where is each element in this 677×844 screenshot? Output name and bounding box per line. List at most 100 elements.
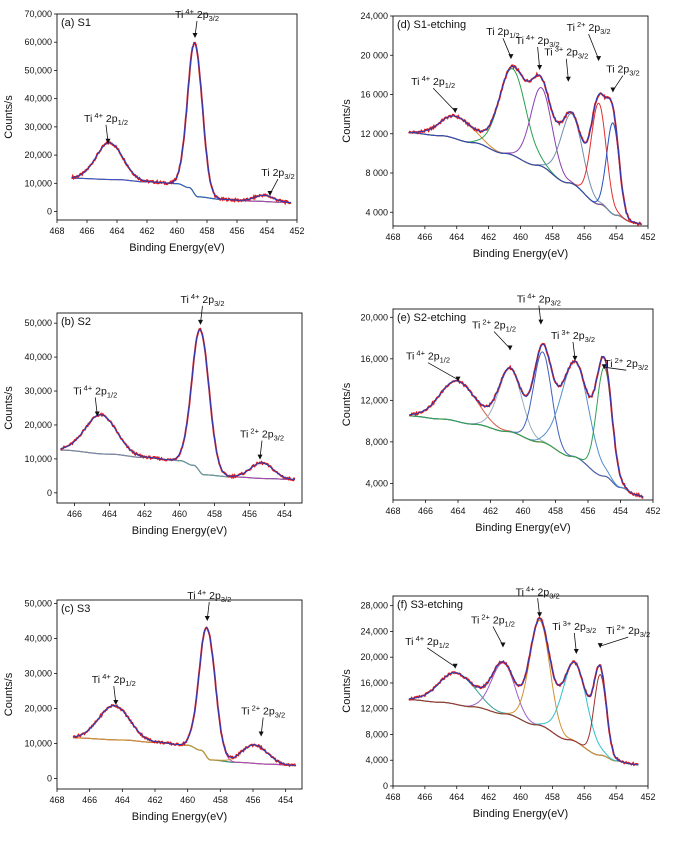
peak-label: Ti 4+ 2p1/2 xyxy=(406,349,450,365)
panel-label: (a) S1 xyxy=(61,17,91,29)
panel-label: (c) S3 xyxy=(61,603,90,615)
peak-label-arrowhead xyxy=(192,32,198,38)
y-tick-label: 20,000 xyxy=(24,420,52,430)
y-tick-label: 70,000 xyxy=(24,9,52,19)
panel-f-s3-etching: 468 466 464 462 460 458 456 454 452 0 4,000 8,000 12… xyxy=(341,584,656,820)
plot-area xyxy=(408,64,643,226)
fit-envelope-line xyxy=(409,343,644,498)
peak-label-arrow xyxy=(537,46,541,69)
y-axis-title: Counts/s xyxy=(3,672,15,716)
y-axis-title: Counts/s xyxy=(341,669,353,713)
peak-label: Ti 2+ 2p3/2 xyxy=(606,623,650,639)
x-tick-label: 462 xyxy=(483,506,498,516)
peak-label-arrowhead xyxy=(537,64,543,70)
fit-component-line xyxy=(408,674,639,766)
peak-label-arrow xyxy=(573,632,577,653)
y-tick-label: 8,000 xyxy=(365,729,388,739)
panel-a-s1: 468 466 464 462 460 458 456 454 452 0 10,000 20,000… xyxy=(3,7,305,254)
x-tick-label: 466 xyxy=(417,232,432,242)
x-tick-label: 464 xyxy=(450,506,465,516)
background-line xyxy=(72,177,291,204)
x-tick-label: 468 xyxy=(385,232,400,242)
peak-label: Ti 2+ 2p3/2 xyxy=(604,356,648,372)
y-tick-label: 20,000 xyxy=(24,704,52,714)
x-tick-label: 452 xyxy=(640,232,655,242)
x-tick-label: 460 xyxy=(172,509,187,519)
peak-label-arrow xyxy=(588,33,599,60)
fit-component-line xyxy=(408,68,642,225)
y-tick-label: 40,000 xyxy=(24,94,52,104)
peak-label: Ti 4+ 2p3/2 xyxy=(187,588,231,604)
peak-label: Ti 4+ 2p1/2 xyxy=(84,111,128,127)
peak-label-arrowhead xyxy=(113,700,119,705)
plot-area xyxy=(72,626,297,768)
plot-area xyxy=(60,327,296,482)
y-tick-label: 40,000 xyxy=(24,634,52,644)
peak-label-arrow xyxy=(600,636,629,647)
x-tick-label: 452 xyxy=(289,226,304,236)
peak-label: Ti 2p3/2 xyxy=(606,64,639,78)
x-tick-label: 466 xyxy=(417,792,432,802)
y-tick-label: 28,000 xyxy=(360,601,388,611)
y-tick-label: 40,000 xyxy=(24,352,52,362)
fit-component-line xyxy=(72,177,292,204)
peak-label-arrowhead xyxy=(257,454,263,460)
background-line xyxy=(408,132,642,225)
peak-label-arrowhead xyxy=(565,76,571,82)
x-tick-label: 462 xyxy=(137,509,152,519)
y-tick-label: 8,000 xyxy=(365,437,388,447)
panel-b-s2: 466 464 462 460 458 456 454 0 10,000 20,000 30,000… xyxy=(3,292,303,537)
plot-frame xyxy=(56,312,303,504)
peak-label: Ti 2+ 2p3/2 xyxy=(567,20,611,36)
fit-component-line xyxy=(408,122,642,225)
peak-label-arrowhead xyxy=(572,355,578,361)
fit-envelope-line xyxy=(60,329,295,480)
peak-label-arrowhead xyxy=(267,191,273,197)
panel-c-s3: 468 466 464 462 460 458 456 454 0 10,000 20,000 30,… xyxy=(3,588,303,823)
fit-component-line xyxy=(60,449,295,480)
peak-label-arrow xyxy=(427,362,459,381)
peak-label: Ti 4+ 2p1/2 xyxy=(73,383,117,399)
x-tick-label: 458 xyxy=(199,226,214,236)
y-tick-label: 0 xyxy=(47,207,52,217)
y-tick-label: 4,000 xyxy=(365,755,388,765)
y-tick-label: 10,000 xyxy=(24,178,52,188)
background-line xyxy=(409,415,644,498)
x-tick-label: 454 xyxy=(609,232,624,242)
peak-label: Ti 2+ 2p3/2 xyxy=(241,704,285,720)
x-tick-label: 454 xyxy=(259,226,274,236)
panel-label: (b) S2 xyxy=(61,316,91,328)
background-line xyxy=(408,699,639,766)
peak-label-arrowhead xyxy=(500,642,506,648)
x-tick-label: 456 xyxy=(580,506,595,516)
y-tick-label: 16 000 xyxy=(360,90,388,100)
peak-label-arrow xyxy=(426,647,456,668)
x-tick-label: 464 xyxy=(115,795,130,805)
background-line xyxy=(60,449,295,481)
peak-label-arrowhead xyxy=(538,319,544,325)
panel-label: (e) S2-etching xyxy=(397,312,466,324)
plot-area xyxy=(71,41,292,206)
peak-label-arrowhead xyxy=(601,364,607,370)
peak-label: Ti 4+ 2p3/2 xyxy=(517,292,561,308)
x-tick-label: 460 xyxy=(513,792,528,802)
x-axis-title: Binding Energy(eV) xyxy=(132,525,227,537)
y-tick-label: 30,000 xyxy=(24,122,52,132)
x-tick-label: 454 xyxy=(277,509,292,519)
fit-envelope-line xyxy=(408,65,642,225)
peak-label: Ti 4+ 2p3/2 xyxy=(175,7,219,23)
fit-envelope-line xyxy=(408,618,639,766)
x-axis-title: Binding Energy(eV) xyxy=(132,811,227,823)
x-tick-label: 456 xyxy=(242,509,257,519)
x-tick-label: 468 xyxy=(385,506,400,516)
raw-data-line xyxy=(72,626,297,768)
y-axis-title: Counts/s xyxy=(3,386,15,430)
x-axis-title: Binding Energy(eV) xyxy=(473,808,568,820)
y-tick-label: 12 000 xyxy=(360,129,388,139)
peak-label: Ti 2p3/2 xyxy=(261,167,294,181)
x-tick-label: 462 xyxy=(481,232,496,242)
x-tick-label: 458 xyxy=(545,792,560,802)
y-tick-label: 8 000 xyxy=(365,168,388,178)
peak-label-arrow xyxy=(565,58,569,80)
